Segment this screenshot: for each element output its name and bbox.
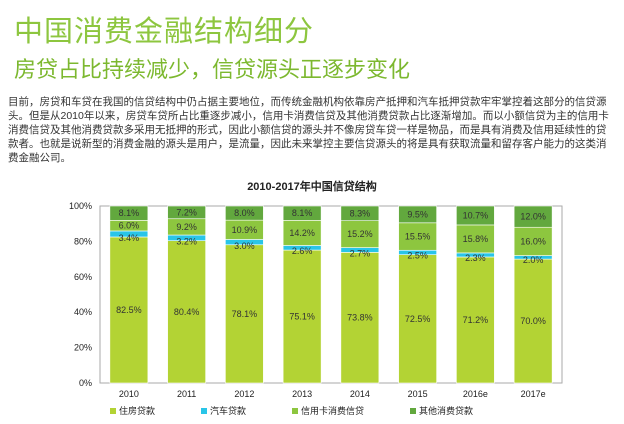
bar-segment [225,205,264,221]
legend-label: 其他消费贷款 [419,406,474,416]
legend-swatch [201,407,208,414]
bar-segment [456,256,495,384]
bar-segment [398,254,437,384]
y-tick-label: 80% [74,236,92,246]
bar-segment [109,205,149,221]
bar-segment [109,236,149,384]
y-tick-label: 0% [79,378,92,388]
x-tick-label: 2016e [463,389,488,399]
bar-segment [282,220,322,246]
legend-item: 汽车贷款 [201,404,246,417]
bar-segment [456,224,495,254]
x-tick-label: 2014 [350,389,370,399]
y-tick-label: 100% [69,201,92,211]
data-label: 82.5% [116,305,142,315]
bar-segment [340,205,380,221]
data-label: 8.1% [119,208,140,218]
x-tick-label: 2011 [177,389,196,399]
legend-label: 汽车贷款 [210,406,247,416]
legend-label: 信用卡消费信贷 [301,406,365,416]
data-label: 2.0% [523,255,544,265]
x-tick-label: 2012 [234,389,254,399]
bar-segment [513,258,553,384]
data-label: 12.0% [520,212,546,222]
chart-title: 2010-2017年中国信贷结构 [247,181,377,193]
data-label: 2.7% [350,248,371,258]
data-label: 8.0% [234,208,255,218]
x-tick-label: 2015 [408,389,428,399]
data-label: 78.1% [232,309,258,319]
data-label: 75.1% [289,312,315,322]
data-label: 9.5% [407,209,428,219]
y-tick-label: 40% [74,307,92,317]
x-tick-label: 2017e [521,389,546,399]
data-label: 8.1% [292,208,313,218]
data-label: 2.6% [292,246,313,256]
legend-swatch [410,407,417,414]
data-label: 15.2% [347,229,373,239]
bar-segment [340,220,380,248]
bar-segment [513,226,553,256]
page-title: 中国消费金融结构细分 [14,16,315,48]
bar-segment [167,205,206,220]
data-label: 10.9% [232,225,258,235]
data-label: 70.0% [520,316,546,326]
chart-legend: 住房贷款 汽车贷款 信用卡消费信贷 其他消费贷款 [110,404,473,417]
description-paragraph: 目前，房贷和车贷在我国的信贷结构中仍占据主要地位，而传统金融机构依靠房产抵押和汽… [8,96,609,164]
data-label: 2.3% [465,253,486,263]
data-label: 15.8% [463,234,489,244]
data-label: 71.2% [463,315,489,325]
bar-segment [167,240,206,384]
bar-segment [398,205,437,224]
data-label: 73.8% [347,313,373,323]
bar-segment [513,205,553,228]
bar-segment [398,222,437,251]
legend-item: 住房贷款 [110,404,155,417]
data-label: 3.4% [119,233,140,243]
legend-swatch [110,407,116,414]
legend-item: 其他消费贷款 [410,404,473,417]
legend-swatch [292,407,299,414]
y-tick-label: 60% [74,272,92,282]
data-label: 2.5% [407,251,428,261]
data-label: 3.2% [176,237,197,247]
data-label: 8.3% [350,208,371,218]
data-label: 72.5% [405,314,431,324]
x-tick-label: 2013 [292,389,312,399]
x-tick-label: 2010 [119,389,139,399]
bar-segment [225,244,264,384]
y-tick-label: 20% [74,343,92,353]
bar-segment [282,205,322,221]
bar-segment [456,205,495,226]
data-label: 15.5% [405,232,431,242]
bar-segment [282,249,322,384]
legend-label: 住房贷款 [119,406,156,416]
bar-segment [340,252,380,384]
data-label: 14.2% [289,228,315,238]
page-subtitle: 房贷占比持续减少，信贷源头正逐步变化 [14,57,411,82]
data-label: 10.7% [463,210,489,220]
data-label: 9.2% [176,222,197,232]
data-label: 6.0% [119,221,140,231]
plot-frame [99,205,563,384]
legend-item: 信用卡消费信贷 [292,404,364,417]
data-label: 80.4% [174,307,200,317]
data-label: 3.0% [234,241,255,251]
data-label: 7.2% [176,207,197,217]
data-label: 16.0% [520,236,546,246]
